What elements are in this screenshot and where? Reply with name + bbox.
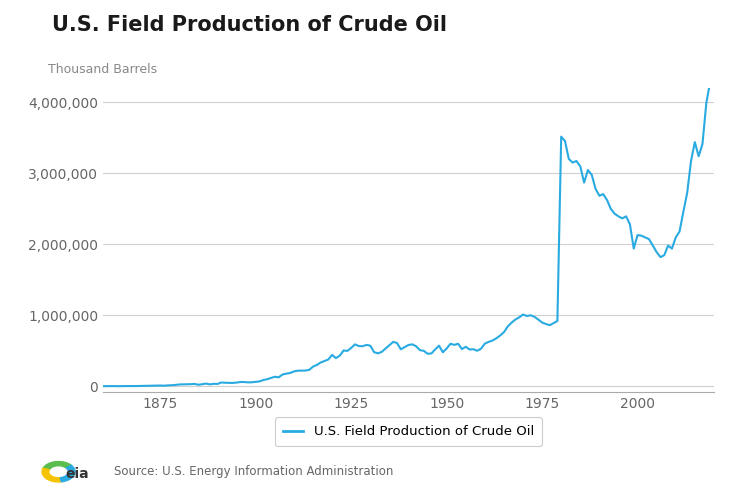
- Text: Thousand Barrels: Thousand Barrels: [48, 63, 158, 76]
- Wedge shape: [42, 468, 61, 482]
- Wedge shape: [60, 465, 75, 482]
- Legend: U.S. Field Production of Crude Oil: U.S. Field Production of Crude Oil: [275, 417, 542, 446]
- Text: eia: eia: [66, 467, 89, 481]
- Text: Source: U.S. Energy Information Administration: Source: U.S. Energy Information Administ…: [114, 465, 394, 478]
- Wedge shape: [43, 462, 71, 470]
- Text: U.S. Field Production of Crude Oil: U.S. Field Production of Crude Oil: [52, 15, 447, 35]
